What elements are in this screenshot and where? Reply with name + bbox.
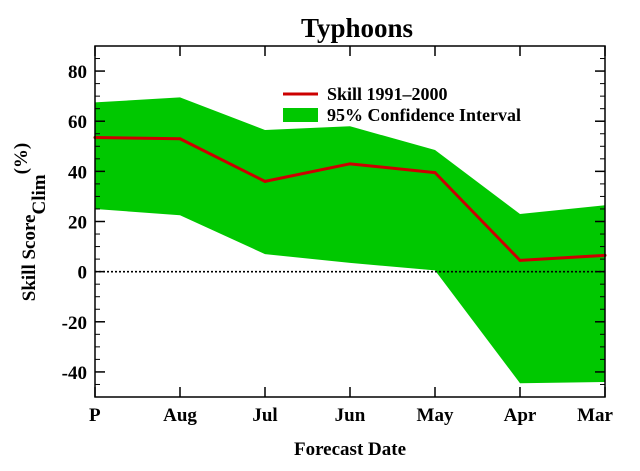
svg-text:Skill ScoreClim(%): Skill ScoreClim(%) — [11, 143, 50, 302]
y-axis-label: Skill ScoreClim(%) — [11, 143, 50, 302]
series-point — [433, 171, 437, 175]
axis-ticks: -40 -20 0 20 40 60 80 P Aug Jul Jun May Apr Mar — [62, 45, 614, 426]
y-tick-label: 40 — [68, 162, 87, 183]
series-point — [518, 258, 522, 262]
legend-skill-label: Skill 1991–2000 — [327, 84, 448, 104]
plot-area — [93, 97, 607, 384]
x-tick-label: Mar — [577, 405, 613, 426]
x-tick-label: Aug — [163, 405, 197, 426]
x-axis-label: Forecast Date — [294, 439, 406, 460]
y-tick-label: 0 — [78, 263, 88, 284]
y-tick-label: -20 — [62, 313, 87, 334]
y-axis-label-sub: Clim — [29, 174, 50, 214]
x-tick-label: Apr — [504, 405, 537, 426]
x-tick-label: May — [417, 405, 454, 426]
y-tick-label: 80 — [68, 62, 87, 83]
y-tick-label: 20 — [68, 213, 87, 234]
legend: Skill 1991–2000 95% Confidence Interval — [283, 84, 521, 125]
y-axis-label-unit: (%) — [11, 143, 32, 175]
legend-band-swatch — [283, 108, 318, 122]
x-tick-label: Jun — [335, 405, 366, 426]
legend-ci-label: 95% Confidence Interval — [327, 105, 521, 125]
series-point — [348, 162, 352, 166]
x-tick-label: P — [89, 405, 101, 426]
series-point — [178, 137, 182, 141]
confidence-band — [95, 97, 605, 384]
y-axis-label-main: Skill Score — [19, 215, 40, 302]
y-tick-label: 60 — [68, 112, 87, 133]
chart-title: Typhoons — [301, 13, 413, 43]
x-tick-label: Jul — [252, 405, 277, 426]
y-tick-label: -40 — [62, 363, 87, 384]
series-point — [263, 179, 267, 183]
